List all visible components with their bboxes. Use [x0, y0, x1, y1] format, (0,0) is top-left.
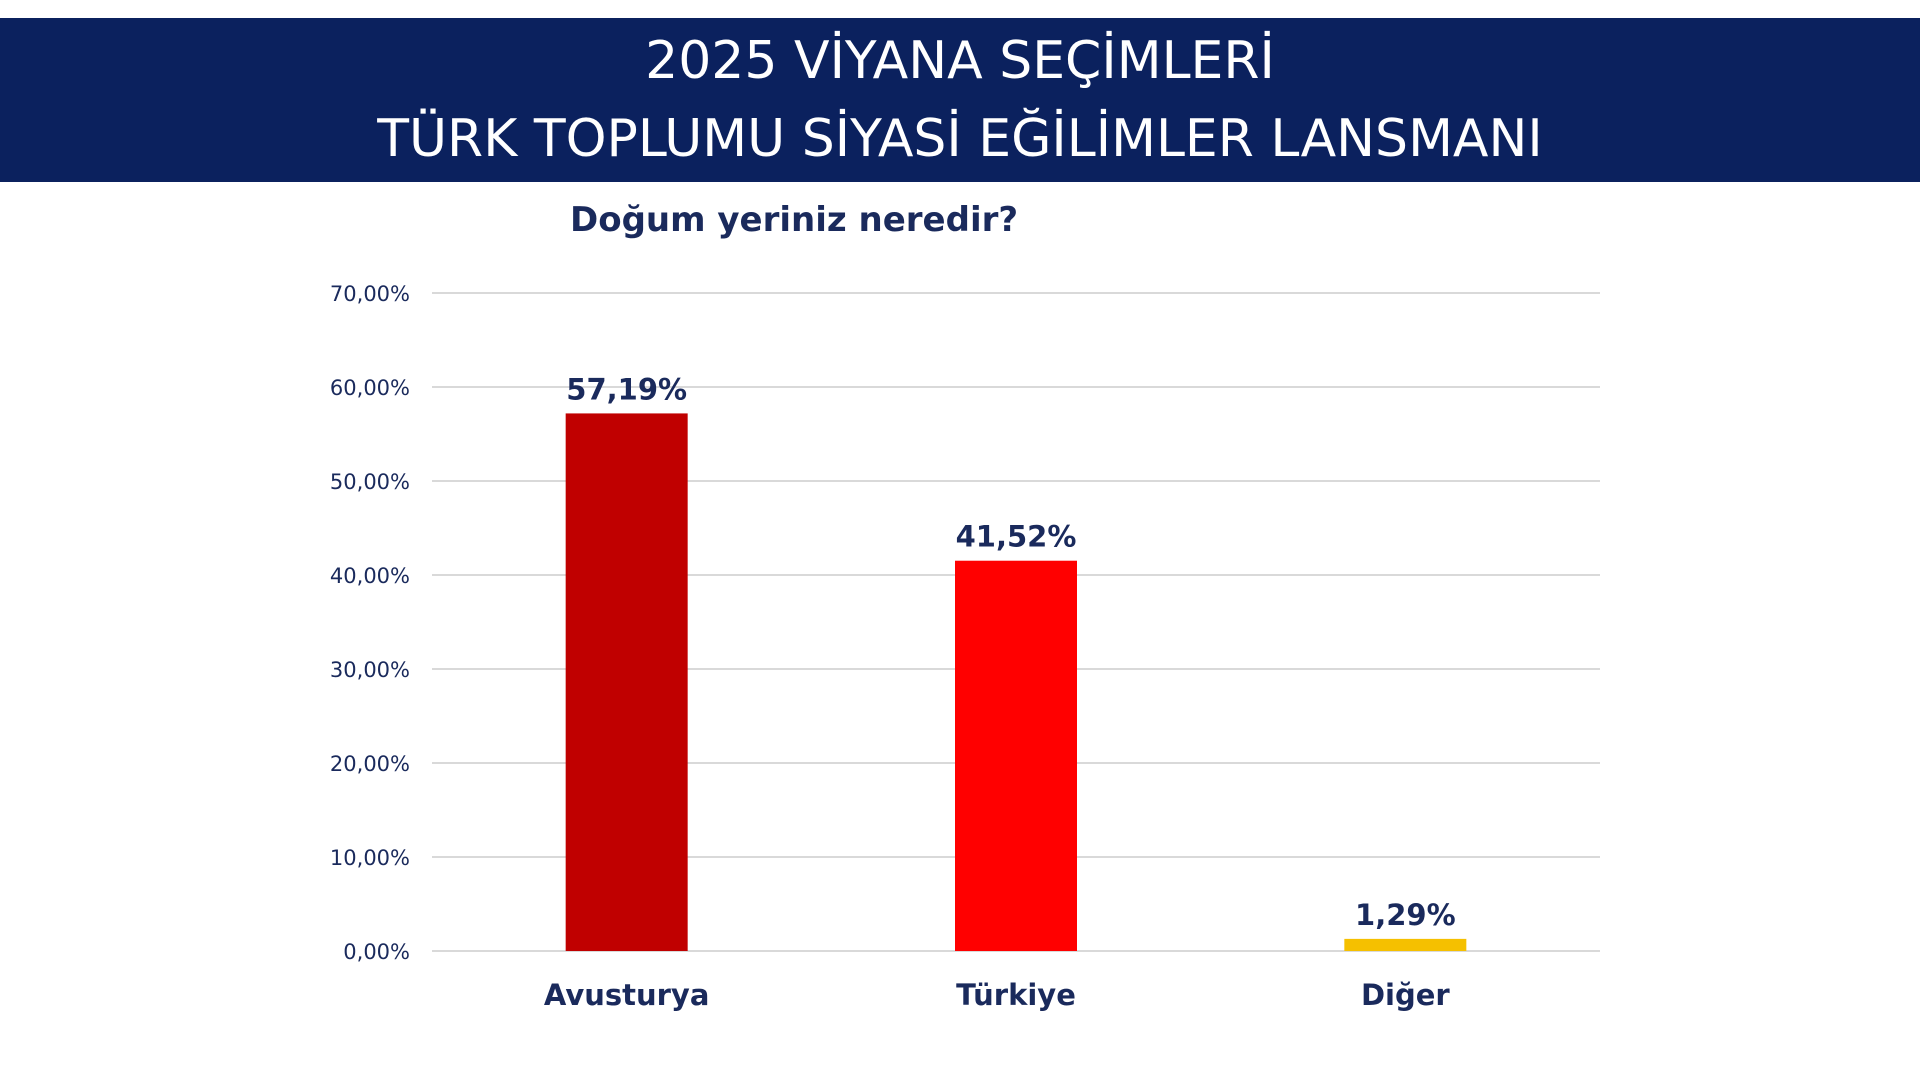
bar-diğer	[1344, 938, 1467, 951]
y-tick-label: 70,00%	[330, 282, 410, 306]
bar-avusturya	[565, 413, 688, 951]
y-tick-label: 0,00%	[343, 940, 410, 964]
data-label: 1,29%	[1355, 898, 1456, 932]
y-tick-label: 30,00%	[330, 658, 410, 682]
data-label: 57,19%	[566, 372, 687, 406]
header-banner: 2025 VİYANA SEÇİMLERİ TÜRK TOPLUMU SİYAS…	[0, 18, 1920, 182]
bar-türkiye	[955, 560, 1077, 951]
y-tick-label: 50,00%	[330, 470, 410, 494]
y-tick-label: 40,00%	[330, 564, 410, 588]
y-tick-label: 60,00%	[330, 376, 410, 400]
chart-title: Doğum yeriniz neredir?	[570, 200, 1019, 240]
data-label: 41,52%	[956, 520, 1077, 554]
header-title-line2: TÜRK TOPLUMU SİYASİ EĞİLİMLER LANSMANI	[377, 109, 1543, 169]
y-tick-label: 10,00%	[330, 846, 410, 870]
y-tick-label: 20,00%	[330, 752, 410, 776]
x-category-label: Türkiye	[956, 978, 1076, 1012]
header-title-line1: 2025 VİYANA SEÇİMLERİ	[645, 31, 1275, 91]
x-category-label: Avusturya	[544, 978, 710, 1012]
x-category-label: Diğer	[1361, 978, 1450, 1012]
